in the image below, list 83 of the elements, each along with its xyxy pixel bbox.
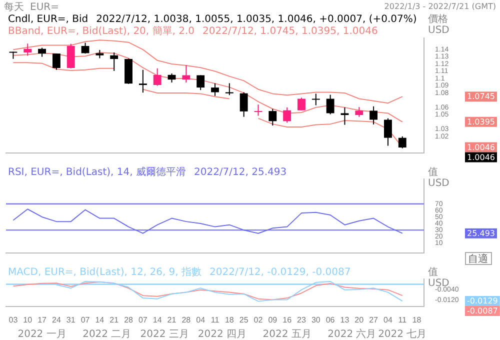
candlestick: [168, 72, 176, 83]
x-tick-label: 14: [152, 315, 162, 324]
x-tick-label: 27: [369, 315, 379, 324]
x-tick-label: 25: [239, 315, 249, 324]
x-tick-label: 28: [124, 315, 134, 324]
candlestick: [110, 52, 118, 72]
x-tick-label: 24: [52, 315, 62, 324]
text: RSI, EUR=, Bid(Last), 14, 威爾德平滑: [8, 166, 186, 178]
x-tick-label: 21: [110, 315, 120, 324]
candlestick: [66, 43, 75, 69]
x-tick-label: 21: [167, 315, 177, 324]
x-tick-label: 18: [412, 315, 422, 324]
candlestick: [268, 108, 277, 126]
candlestick: [225, 82, 234, 96]
text: 2022/7/12, 1.0745, 1.0395, 1.0046: [202, 26, 378, 37]
x-tick-label: 06: [326, 315, 336, 324]
x-tick-label: 11: [398, 315, 408, 324]
candlestick: [81, 42, 90, 54]
x-tick-label: 16: [282, 315, 292, 324]
x-tick-label: 17: [38, 315, 48, 324]
candlestick: [283, 106, 292, 124]
x-tick-label: 10: [23, 315, 33, 324]
x-tick-label: 04: [196, 315, 206, 324]
x-tick-label: 03: [8, 315, 18, 324]
candlestick: [182, 64, 190, 83]
candlestick: [312, 93, 320, 106]
x-tick-label: 23: [297, 315, 306, 324]
x-tick-label: 11: [210, 315, 220, 324]
candlestick: [370, 106, 378, 125]
x-tick-label: 13: [340, 315, 350, 324]
candlestick: [211, 82, 219, 96]
candlestick: [254, 104, 262, 116]
candlestick: [9, 51, 18, 60]
candlestick: [355, 106, 364, 118]
text: -0.0087: [467, 306, 498, 316]
x-tick-label: 02: [254, 315, 264, 324]
text: 2022/7/12, -0.0129, -0.0087: [210, 267, 351, 278]
text: EUR=: [30, 2, 59, 13]
y-axis-title: 價格 USD: [428, 13, 450, 36]
x-tick-label: 31: [66, 315, 76, 324]
candlestick: [38, 47, 46, 58]
candlestick: [138, 69, 147, 94]
text: 1.0745: [467, 92, 495, 102]
text: 2022 五月: [262, 329, 312, 340]
x-tick-label: 07: [80, 315, 90, 324]
chart-title: Cndl, EUR=, Bid: [8, 14, 88, 25]
text: 2022 七月: [378, 328, 427, 340]
x-tick-label: 04: [384, 315, 393, 324]
text: 2022 六月: [328, 328, 376, 340]
candlestick: [340, 106, 349, 126]
candlestick: [52, 53, 60, 70]
candlestick: [384, 118, 392, 146]
x-tick-label: 14: [95, 315, 105, 324]
x-tick-label: 30: [311, 315, 321, 324]
candlestick: [240, 92, 248, 118]
x-tick-label: 09: [268, 315, 278, 324]
chart-subtitle: 2022/7/12, 1.0038, 1.0055, 1.0035, 1.0046, +0.0007, (+0.07%): [96, 14, 417, 25]
series-label: BBand, EUR=, Bid(Last), 20, 簡單, 2.0: [8, 25, 195, 37]
text: 1.0046: [467, 142, 495, 152]
text: 1.0395: [467, 117, 495, 126]
x-tick-label: 28: [182, 315, 192, 324]
text: 25.493: [467, 228, 495, 238]
x-tick-label: 20: [354, 315, 364, 324]
text: -0.0129: [467, 296, 498, 306]
text: 2022 二月: [82, 329, 132, 340]
text: 自適: [468, 253, 488, 265]
text: 2022/1/3 - 2022/7/21 (GMT): [384, 2, 496, 11]
text: 2022 三月: [140, 329, 189, 340]
text: 1.0046: [467, 152, 495, 162]
x-tick-label: 07: [138, 315, 148, 324]
text: 2022/7/12, 25.493: [194, 167, 287, 178]
y-axis-title: 值 USD: [428, 167, 450, 189]
text: 每天: [4, 1, 24, 13]
candlestick: [398, 136, 406, 149]
x-tick-label: 18: [224, 315, 234, 324]
candlestick: [24, 43, 32, 56]
candlestick: [153, 68, 162, 86]
candlestick: [298, 97, 306, 111]
text: 2022 一月: [18, 329, 66, 340]
series-label: MACD, EUR=, Bid(Last), 12, 26, 9, 指數: [8, 266, 202, 278]
candlestick: [196, 74, 205, 91]
text: 2022 四月: [198, 329, 247, 340]
candlestick: [326, 94, 334, 115]
